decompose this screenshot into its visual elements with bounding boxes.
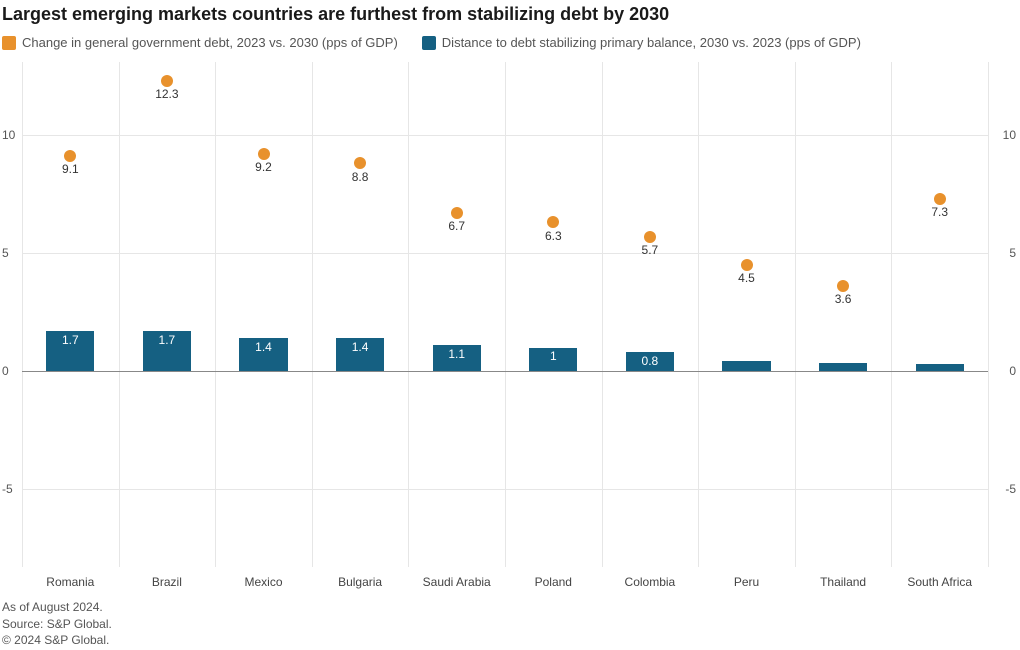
grid-horizontal (22, 489, 988, 490)
bar-value-label: 1.7 (159, 333, 176, 347)
grid-vertical (988, 62, 989, 567)
dot-value-label: 6.3 (545, 229, 562, 243)
dot-marker (644, 231, 656, 243)
chart-legend: Change in general government debt, 2023 … (0, 35, 1020, 58)
legend-label-bar: Distance to debt stabilizing primary bal… (442, 35, 861, 50)
y-tick-right: 0 (1009, 364, 1016, 378)
x-tick-label: Saudi Arabia (423, 575, 491, 589)
legend-swatch-bar (422, 36, 436, 50)
bar (819, 363, 867, 371)
grid-vertical (22, 62, 23, 567)
y-tick-left: 0 (2, 364, 9, 378)
dot-value-label: 3.6 (835, 292, 852, 306)
dot-marker (161, 75, 173, 87)
footnote-3: © 2024 S&P Global. (2, 632, 112, 648)
legend-swatch-dot (2, 36, 16, 50)
axis-baseline (22, 371, 988, 372)
grid-horizontal (22, 135, 988, 136)
dot-value-label: 9.2 (255, 160, 272, 174)
dot-value-label: 12.3 (155, 87, 178, 101)
plot-area: -5-5005510101.79.1Romania1.712.3Brazil1.… (22, 62, 988, 567)
grid-vertical (215, 62, 216, 567)
x-tick-label: Brazil (152, 575, 182, 589)
x-tick-label: Colombia (625, 575, 676, 589)
y-tick-left: 5 (2, 246, 9, 260)
dot-marker (741, 259, 753, 271)
legend-item-dot: Change in general government debt, 2023 … (2, 35, 398, 50)
x-tick-label: Bulgaria (338, 575, 382, 589)
grid-vertical (602, 62, 603, 567)
dot-marker (354, 157, 366, 169)
grid-vertical (698, 62, 699, 567)
dot-value-label: 7.3 (931, 205, 948, 219)
dot-marker (451, 207, 463, 219)
chart-title: Largest emerging markets countries are f… (0, 0, 1020, 35)
x-tick-label: Mexico (244, 575, 282, 589)
dot-value-label: 9.1 (62, 162, 79, 176)
bar-value-label: 1 (550, 349, 557, 363)
y-tick-left: 10 (2, 128, 15, 142)
y-tick-right: 10 (1003, 128, 1016, 142)
bar (722, 361, 770, 372)
dot-value-label: 8.8 (352, 170, 369, 184)
bar-value-label: 0.8 (642, 354, 659, 368)
y-tick-right: 5 (1009, 246, 1016, 260)
dot-marker (934, 193, 946, 205)
legend-item-bar: Distance to debt stabilizing primary bal… (422, 35, 861, 50)
legend-label-dot: Change in general government debt, 2023 … (22, 35, 398, 50)
dot-marker (258, 148, 270, 160)
bar-value-label: 1.4 (255, 340, 272, 354)
x-tick-label: South Africa (907, 575, 972, 589)
grid-vertical (312, 62, 313, 567)
bar-value-label: 1.7 (62, 333, 79, 347)
footnotes: As of August 2024. Source: S&P Global. ©… (2, 599, 112, 648)
y-tick-left: -5 (2, 482, 13, 496)
dot-marker (837, 280, 849, 292)
bar-value-label: 1.1 (448, 347, 465, 361)
footnote-1: As of August 2024. (2, 599, 112, 615)
footnote-2: Source: S&P Global. (2, 616, 112, 632)
bar-value-label: 1.4 (352, 340, 369, 354)
grid-vertical (795, 62, 796, 567)
grid-horizontal (22, 253, 988, 254)
x-tick-label: Romania (46, 575, 94, 589)
dot-marker (547, 216, 559, 228)
y-tick-right: -5 (1005, 482, 1016, 496)
grid-vertical (119, 62, 120, 567)
bar (916, 364, 964, 371)
x-tick-label: Poland (535, 575, 572, 589)
x-tick-label: Peru (734, 575, 759, 589)
chart-container: Largest emerging markets countries are f… (0, 0, 1020, 650)
grid-vertical (408, 62, 409, 567)
dot-value-label: 4.5 (738, 271, 755, 285)
grid-vertical (891, 62, 892, 567)
dot-value-label: 6.7 (448, 219, 465, 233)
x-tick-label: Thailand (820, 575, 866, 589)
grid-vertical (505, 62, 506, 567)
dot-value-label: 5.7 (642, 243, 659, 257)
dot-marker (64, 150, 76, 162)
